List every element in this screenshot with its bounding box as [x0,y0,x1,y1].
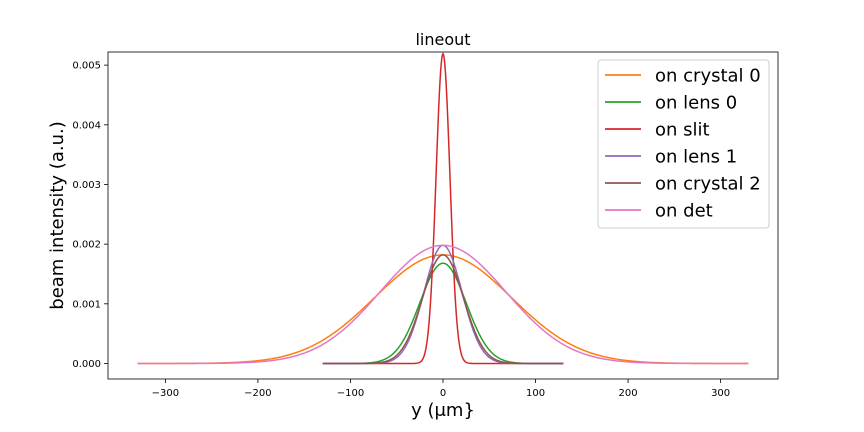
legend-label: on slit [655,120,710,141]
legend-label: on lens 0 [655,93,737,114]
series-line-on-det [137,244,749,365]
x-tick-label: 100 [526,388,545,399]
x-tick-label: −100 [337,388,364,399]
x-tick-label: 300 [711,388,730,399]
y-tick-label: 0.000 [72,359,101,370]
y-tick-label: 0.002 [72,240,101,251]
x-axis-label: y (μm} [411,400,475,421]
y-tick-label: 0.005 [72,61,101,72]
series-line-on-crystal-2 [322,254,564,365]
legend: on crystal 0 on lens 0 on slit on lens 1 on … [597,59,770,229]
legend-label: on crystal 2 [655,174,761,195]
chart-title: lineout [415,30,470,49]
x-axis: −300 −200 −100 0 100 200 300 [152,379,730,399]
legend-label: on det [655,201,713,222]
x-tick-label: −200 [244,388,271,399]
x-tick-label: −300 [152,388,179,399]
legend-label: on lens 1 [655,147,737,168]
x-tick-label: 0 [440,388,446,399]
y-tick-label: 0.003 [72,180,101,191]
y-tick-label: 0.001 [72,299,101,310]
series-layer [137,52,749,365]
y-tick-label: 0.004 [72,120,101,131]
y-axis: 0.000 0.001 0.002 0.003 0.004 0.005 [72,61,108,370]
x-tick-label: 200 [619,388,638,399]
legend-label: on crystal 0 [655,66,761,87]
y-axis-label: beam intensity (a.u.) [47,121,68,309]
